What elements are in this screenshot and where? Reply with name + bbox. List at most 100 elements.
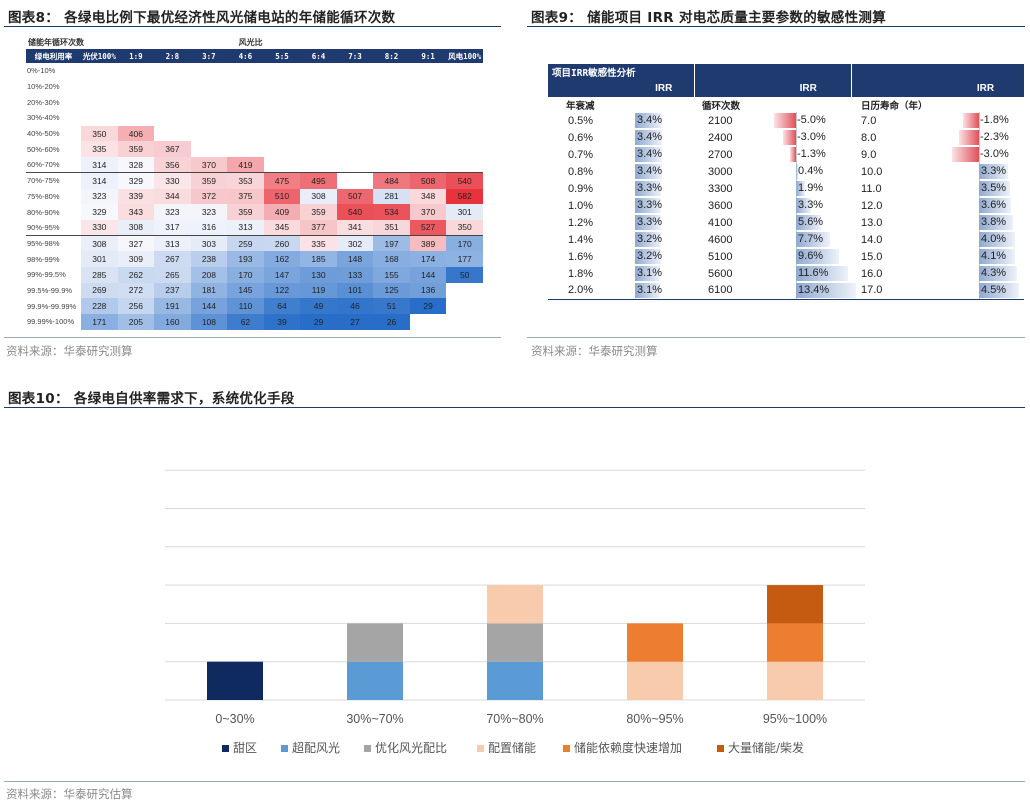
fig8-col-header: 8:2	[373, 49, 410, 63]
fig8-cell: 313	[154, 235, 191, 252]
fig9-header-label: 项目IRR敏感性分析	[548, 64, 695, 80]
fig9-zero-line	[979, 112, 981, 129]
fig9-param: 0.9%	[568, 182, 594, 195]
fig9-irr-bar	[979, 198, 1012, 213]
fig9-irr-bar	[796, 232, 831, 247]
fig9-irr-value: 7.7%	[798, 233, 824, 245]
fig10-legend-label: 超配风光	[292, 740, 340, 755]
fig8-cell: 238	[190, 251, 228, 267]
fig9-irr-value: 3.1%	[637, 284, 663, 296]
fig10-legend-label: 配置储能	[488, 740, 536, 755]
fig8-row: 98%-99% 301 309 267 238 193 162 185 148 168 174 177	[26, 251, 483, 267]
fig8-row: 95%-98% 308 327 313 303 259 260 335 302 197 389 170	[26, 235, 483, 252]
fig8-cell: 507	[336, 188, 374, 205]
fig8-cell: 534	[373, 204, 410, 220]
fig9-irr-value: 3.4%	[637, 165, 663, 177]
fig10-bar-segment	[767, 585, 823, 624]
fig8-cell: 303	[190, 235, 228, 252]
fig9-irr-value: 5.6%	[798, 216, 824, 228]
fig8-cell: 62	[227, 314, 264, 330]
fig8-row-label: 60%-70%	[27, 160, 60, 170]
fig9-param: 17.0	[851, 282, 948, 300]
fig8-cell: 177	[446, 251, 483, 267]
fig8-cell: 372	[190, 188, 228, 205]
fig8-source: 资料来源：华泰研究测算	[6, 344, 133, 358]
fig9-irr-bar	[958, 130, 979, 145]
fig8-cell: 29	[409, 298, 447, 314]
fig9-param: 9.0	[861, 148, 877, 161]
fig9-group-1-name: 年衰减	[566, 100, 595, 112]
fig8-cell: 375	[227, 188, 264, 205]
fig9-row: 1.6% 3.2% 5100 9.6% 15.0 4.1%	[548, 248, 1024, 265]
fig8-row-label: 99%-99.5%	[27, 270, 66, 280]
fig9-param: 5600	[708, 267, 733, 280]
fig8-cell: 308	[81, 235, 118, 252]
fig8-source-rule	[4, 337, 501, 338]
fig8-col-header: 2:8	[154, 49, 191, 63]
fig10-source: 资料来源：华泰研究估算	[6, 787, 133, 801]
fig8-row: 99%-99.5% 285 262 265 208 170 147 130 133 155 144 5…	[26, 266, 483, 283]
fig8-cell: 185	[300, 251, 337, 267]
fig10-category-label: 95%~100%	[763, 712, 827, 726]
fig8-cell: 359	[227, 204, 264, 220]
fig10-category-label: 30%~70%	[346, 712, 403, 726]
fig8-row: 30%-40%	[26, 110, 483, 126]
fig9-param: 2400	[708, 131, 733, 144]
fig8-cell: 29	[300, 314, 337, 330]
fig9-irr-bar	[796, 266, 848, 281]
fig9-irr-bar	[979, 164, 1009, 179]
fig9-irr-value: 3.2%	[637, 250, 663, 262]
fig9-irr-bar	[782, 130, 796, 145]
fig9-irr-bar	[979, 232, 1015, 247]
fig9-row: 0.8% 3.4% 3000 0.4% 10.0 3.3%	[548, 163, 1024, 180]
fig9-source-rule	[527, 337, 1025, 338]
fig9-zero-line	[979, 129, 981, 146]
fig10-bar-segment	[767, 661, 823, 700]
fig9-param: 2700	[708, 148, 733, 161]
fig9-irr-value: 9.6%	[798, 250, 824, 262]
fig8-title-rule	[4, 26, 501, 27]
fig8-cell: 510	[263, 188, 301, 205]
fig8-cell: 370	[409, 204, 447, 220]
fig8-row: 99.5%-99.9% 269 272 237 181 145 122 119 101 125 13…	[26, 282, 483, 299]
fig8-cell: 406	[117, 125, 155, 142]
fig10-category-label: 80%~95%	[626, 712, 683, 726]
fig8-row-label: 10%-20%	[27, 82, 60, 92]
fig9-param: 3300	[708, 182, 733, 195]
fig8-row-label: 98%-99%	[27, 254, 60, 264]
fig9-param: 2100	[708, 114, 733, 127]
fig8-cell: 265	[154, 266, 191, 283]
fig9-irr-value: 13.4%	[798, 284, 830, 296]
fig9-param: 0.8%	[568, 165, 594, 178]
fig9-irr-head-3: IRR	[947, 80, 1025, 97]
fig8-cell: 330	[154, 172, 191, 189]
fig9-param: 10.0	[861, 165, 883, 178]
fig9-irr-bar	[796, 181, 805, 196]
fig8-cell: 262	[117, 266, 155, 283]
fig8-cell: 170	[227, 266, 264, 283]
fig9-param: 5100	[708, 250, 733, 263]
fig9-irr-value: 1.9%	[798, 182, 824, 194]
fig8-row: 80%-90% 329 343 323 323 359 409 359 540 534 370 301	[26, 204, 483, 220]
fig8-cell: 133	[336, 266, 374, 283]
fig8-cell: 162	[263, 251, 301, 267]
fig8-row-label: 70%-75%	[26, 172, 82, 189]
fig9-irr-value: -1.8%	[980, 114, 1009, 126]
fig8-row-label: 99.99%-100%	[27, 317, 75, 327]
fig8-cell: 160	[154, 314, 191, 330]
fig10-legend-swatch	[222, 745, 229, 752]
fig9-irr-value: 3.3%	[798, 199, 824, 211]
fig9-irr-value: 3.8%	[981, 216, 1007, 228]
fig8-cell: 308	[117, 219, 155, 237]
fig8-cell: 144	[409, 266, 447, 283]
fig9-irr-value: -1.3%	[797, 148, 826, 160]
fig8-cell: 353	[227, 172, 264, 189]
fig9-irr-value: 4.5%	[981, 284, 1007, 296]
fig8-cell: 191	[154, 298, 191, 314]
fig9-irr-bar	[979, 283, 1020, 298]
fig8-cell: 317	[154, 219, 191, 237]
fig9-param: 0.7%	[568, 148, 594, 161]
fig9-irr-value: -2.3%	[980, 131, 1009, 143]
fig8-cell: 101	[336, 282, 374, 299]
fig8-cell: 323	[190, 204, 228, 220]
